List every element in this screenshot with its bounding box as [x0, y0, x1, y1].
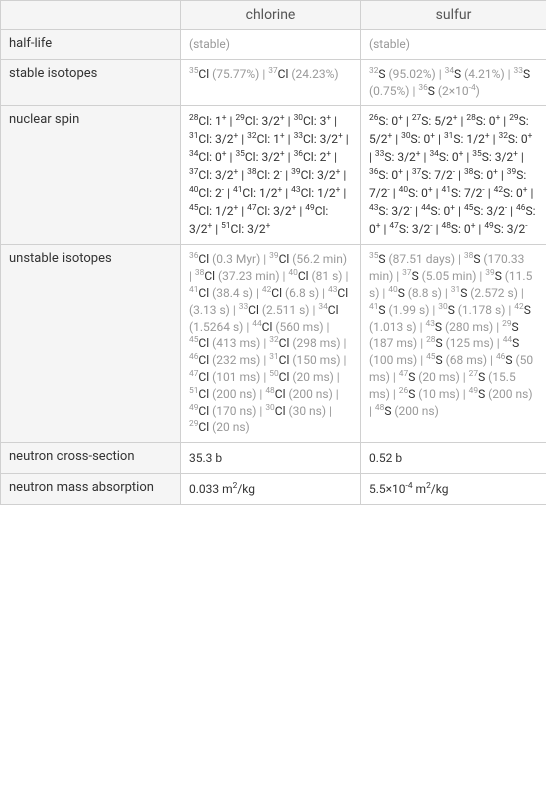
neutron-cross-chlorine: 35.3 b [181, 443, 361, 474]
unstable-isotopes-row: unstable isotopes 36Cl (0.3 Myr) | 39Cl … [1, 245, 546, 443]
unstable-isotopes-chlorine: 36Cl (0.3 Myr) | 39Cl (56.2 min) | 38Cl … [181, 245, 361, 443]
half-life-sulfur: (stable) [361, 30, 546, 60]
neutron-mass-label: neutron mass absorption [1, 474, 181, 505]
nuclear-spin-sulfur: 26S: 0+ | 27S: 5/2+ | 28S: 0+ | 29S: 5/2… [361, 106, 546, 245]
nuclear-spin-row: nuclear spin 28Cl: 1+ | 29Cl: 3/2+ | 30C… [1, 106, 546, 245]
unstable-isotopes-label: unstable isotopes [1, 245, 181, 443]
neutron-cross-row: neutron cross-section 35.3 b 0.52 b [1, 443, 546, 474]
corner-cell [1, 1, 181, 30]
half-life-chlorine: (stable) [181, 30, 361, 60]
header-row: chlorine sulfur [1, 1, 546, 30]
neutron-cross-sulfur: 0.52 b [361, 443, 546, 474]
nuclear-spin-label: nuclear spin [1, 106, 181, 245]
neutron-mass-row: neutron mass absorption 0.033 m2/kg 5.5×… [1, 474, 546, 505]
comparison-table: chlorine sulfur half-life (stable) (stab… [0, 0, 546, 505]
half-life-label: half-life [1, 30, 181, 60]
nuclear-spin-chlorine: 28Cl: 1+ | 29Cl: 3/2+ | 30Cl: 3+ | 31Cl:… [181, 106, 361, 245]
neutron-mass-chlorine: 0.033 m2/kg [181, 474, 361, 505]
half-life-row: half-life (stable) (stable) [1, 30, 546, 60]
neutron-mass-sulfur: 5.5×10-4 m2/kg [361, 474, 546, 505]
unstable-isotopes-sulfur: 35S (87.51 days) | 38S (170.33 min) | 37… [361, 245, 546, 443]
header-sulfur: sulfur [361, 1, 546, 30]
stable-isotopes-sulfur: 32S (95.02%) | 34S (4.21%) | 33S (0.75%)… [361, 59, 546, 106]
stable-isotopes-row: stable isotopes 35Cl (75.77%) | 37Cl (24… [1, 59, 546, 106]
header-chlorine: chlorine [181, 1, 361, 30]
stable-isotopes-label: stable isotopes [1, 59, 181, 106]
neutron-cross-label: neutron cross-section [1, 443, 181, 474]
stable-isotopes-chlorine: 35Cl (75.77%) | 37Cl (24.23%) [181, 59, 361, 106]
